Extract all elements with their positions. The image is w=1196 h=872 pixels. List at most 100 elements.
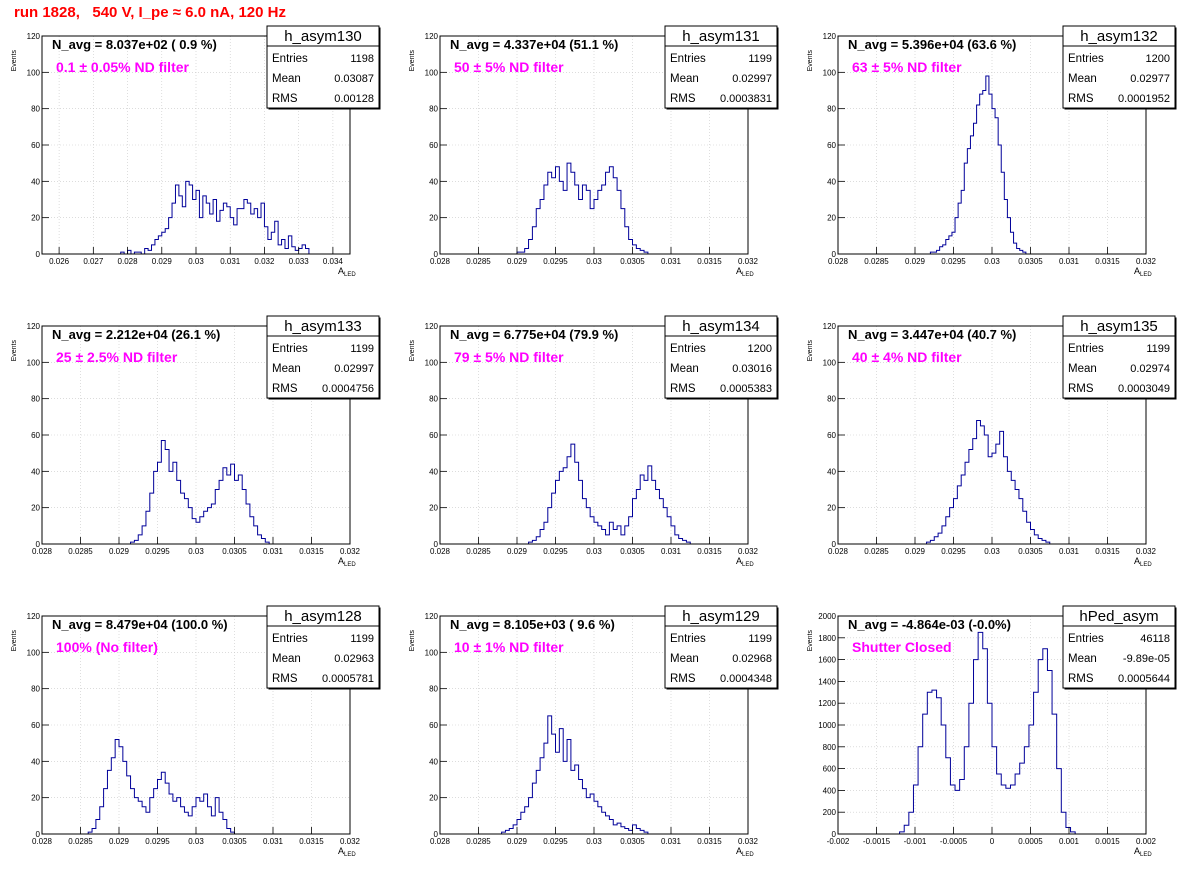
y-tick-label: 20 bbox=[429, 504, 438, 513]
x-tick-label: 0.031 bbox=[661, 257, 682, 266]
y-tick-label: 0 bbox=[36, 540, 41, 549]
stats-entries-value: 1199 bbox=[1146, 343, 1170, 355]
stats-entries-label: Entries bbox=[272, 53, 308, 65]
filter-annotation: 79 ± 5% ND filter bbox=[454, 349, 564, 365]
x-tick-label: 0.032 bbox=[254, 257, 275, 266]
y-axis-label: Events bbox=[11, 50, 18, 72]
y-tick-label: 100 bbox=[27, 648, 41, 657]
navg-text: N_avg = 4.337e+04 (51.1 %) bbox=[450, 37, 618, 52]
stats-entries-value: 1198 bbox=[350, 53, 374, 65]
stats-box-name: h_asym133 bbox=[284, 318, 362, 335]
stats-mean-value: 0.02963 bbox=[334, 653, 374, 665]
y-tick-label: 20 bbox=[827, 214, 836, 223]
stats-entries-value: 1199 bbox=[748, 53, 772, 65]
histogram-panel-h_asym134: 0.028 0.0285 0.029 0.0295 0.03 0.0305 0.031 0.0… bbox=[409, 315, 779, 568]
stats-rms-label: RMS bbox=[272, 673, 298, 685]
x-tick-label: 0.031 bbox=[263, 837, 284, 846]
x-tick-label: 0.034 bbox=[323, 257, 344, 266]
x-tick-label: 0.0305 bbox=[620, 837, 645, 846]
x-axis-label-sub: LED bbox=[1140, 272, 1152, 278]
stats-mean-label: Mean bbox=[1068, 363, 1097, 375]
y-tick-label: 80 bbox=[31, 395, 40, 404]
x-tick-label: 0.0315 bbox=[697, 837, 722, 846]
y-axis-label: Events bbox=[807, 50, 814, 72]
x-tick-label: 0.0295 bbox=[941, 547, 966, 556]
y-tick-label: 120 bbox=[823, 322, 837, 331]
x-tick-label: 0.03 bbox=[984, 257, 1000, 266]
stats-rms-value: 0.0003831 bbox=[720, 93, 772, 105]
y-axis-label: Events bbox=[409, 340, 416, 362]
x-tick-label: 0.0315 bbox=[299, 547, 324, 556]
y-tick-label: 40 bbox=[31, 467, 40, 476]
x-axis-label-main: A bbox=[736, 266, 742, 276]
y-tick-label: 100 bbox=[425, 648, 439, 657]
stats-mean-value: -9.89e-05 bbox=[1123, 653, 1170, 665]
x-axis-label: ALED bbox=[338, 266, 356, 278]
histogram-panel-h_asym135: 0.028 0.0285 0.029 0.0295 0.03 0.0305 0.031 0.0… bbox=[807, 315, 1177, 568]
navg-text: N_avg = 5.396e+04 (63.6 %) bbox=[848, 37, 1016, 52]
stats-box bbox=[664, 605, 778, 689]
x-tick-label: 0.0285 bbox=[864, 257, 889, 266]
stats-box-name: h_asym135 bbox=[1080, 318, 1158, 335]
stats-box-name: h_asym130 bbox=[284, 28, 362, 45]
x-tick-label: 0.032 bbox=[1136, 547, 1157, 556]
x-tick-label: 0.0005 bbox=[1018, 837, 1043, 846]
stats-entries-value: 1199 bbox=[350, 343, 374, 355]
x-tick-label: 0.028 bbox=[430, 547, 451, 556]
x-axis-label-main: A bbox=[736, 556, 742, 566]
x-tick-label: 0.031 bbox=[661, 837, 682, 846]
x-tick-label: 0.028 bbox=[430, 257, 451, 266]
stats-rms-label: RMS bbox=[272, 383, 298, 395]
y-tick-label: 0 bbox=[832, 830, 837, 839]
stats-box bbox=[266, 315, 380, 399]
y-tick-label: 0 bbox=[832, 540, 837, 549]
x-tick-label: 0.031 bbox=[263, 547, 284, 556]
x-tick-label: 0.028 bbox=[118, 257, 139, 266]
x-tick-label: 0.03 bbox=[188, 837, 204, 846]
y-tick-label: 100 bbox=[27, 68, 41, 77]
stats-rms-label: RMS bbox=[272, 93, 298, 105]
y-tick-label: 20 bbox=[429, 794, 438, 803]
stats-entries-label: Entries bbox=[1068, 53, 1104, 65]
x-tick-label: 0.032 bbox=[340, 837, 361, 846]
navg-text: N_avg = 8.479e+04 (100.0 %) bbox=[52, 617, 228, 632]
y-axis-label: Events bbox=[807, 630, 814, 652]
y-axis-label: Events bbox=[11, 630, 18, 652]
filter-annotation: 50 ± 5% ND filter bbox=[454, 59, 564, 75]
x-tick-label: 0.0315 bbox=[1095, 547, 1120, 556]
stats-mean-label: Mean bbox=[670, 73, 699, 85]
x-tick-label: 0.0285 bbox=[864, 547, 889, 556]
stats-mean-value: 0.02968 bbox=[732, 653, 772, 665]
y-tick-label: 0 bbox=[36, 250, 41, 259]
x-tick-label: 0.0015 bbox=[1095, 837, 1120, 846]
x-axis-label-main: A bbox=[338, 846, 344, 856]
filter-annotation: Shutter Closed bbox=[852, 639, 952, 655]
x-tick-label: 0.03 bbox=[586, 257, 602, 266]
y-tick-label: 60 bbox=[31, 721, 40, 730]
x-tick-label: 0.03 bbox=[586, 837, 602, 846]
y-tick-label: 100 bbox=[823, 358, 837, 367]
x-tick-label: 0 bbox=[990, 837, 995, 846]
y-tick-label: 400 bbox=[823, 786, 837, 795]
x-tick-label: 0.0285 bbox=[466, 837, 491, 846]
y-tick-label: 60 bbox=[31, 141, 40, 150]
histogram-panel-h_asym131: 0.028 0.0285 0.029 0.0295 0.03 0.0305 0.031 0.0… bbox=[409, 25, 779, 278]
histogram-panel-h_asym130: 0.026 0.027 0.028 0.029 0.03 0.031 0.032 0.033 0… bbox=[11, 25, 381, 278]
x-axis-label-main: A bbox=[1134, 266, 1140, 276]
page-title: run 1828, 540 V, I_pe ≈ 6.0 nA, 120 Hz bbox=[14, 4, 286, 21]
stats-mean-value: 0.02977 bbox=[1130, 73, 1170, 85]
y-tick-label: 60 bbox=[827, 431, 836, 440]
y-tick-label: 40 bbox=[429, 757, 438, 766]
histogram-line bbox=[929, 75, 1027, 254]
x-axis-label: ALED bbox=[736, 846, 754, 858]
x-tick-label: 0.03 bbox=[984, 547, 1000, 556]
x-tick-label: -0.0005 bbox=[940, 837, 968, 846]
stats-box-name: h_asym134 bbox=[682, 318, 760, 335]
x-tick-label: -0.002 bbox=[827, 837, 850, 846]
x-tick-label: 0.028 bbox=[32, 837, 53, 846]
x-axis-label-sub: LED bbox=[742, 852, 754, 858]
y-tick-label: 2000 bbox=[818, 612, 836, 621]
x-tick-label: 0.032 bbox=[738, 547, 759, 556]
stats-rms-value: 0.0004348 bbox=[720, 673, 772, 685]
x-tick-label: 0.0285 bbox=[466, 257, 491, 266]
